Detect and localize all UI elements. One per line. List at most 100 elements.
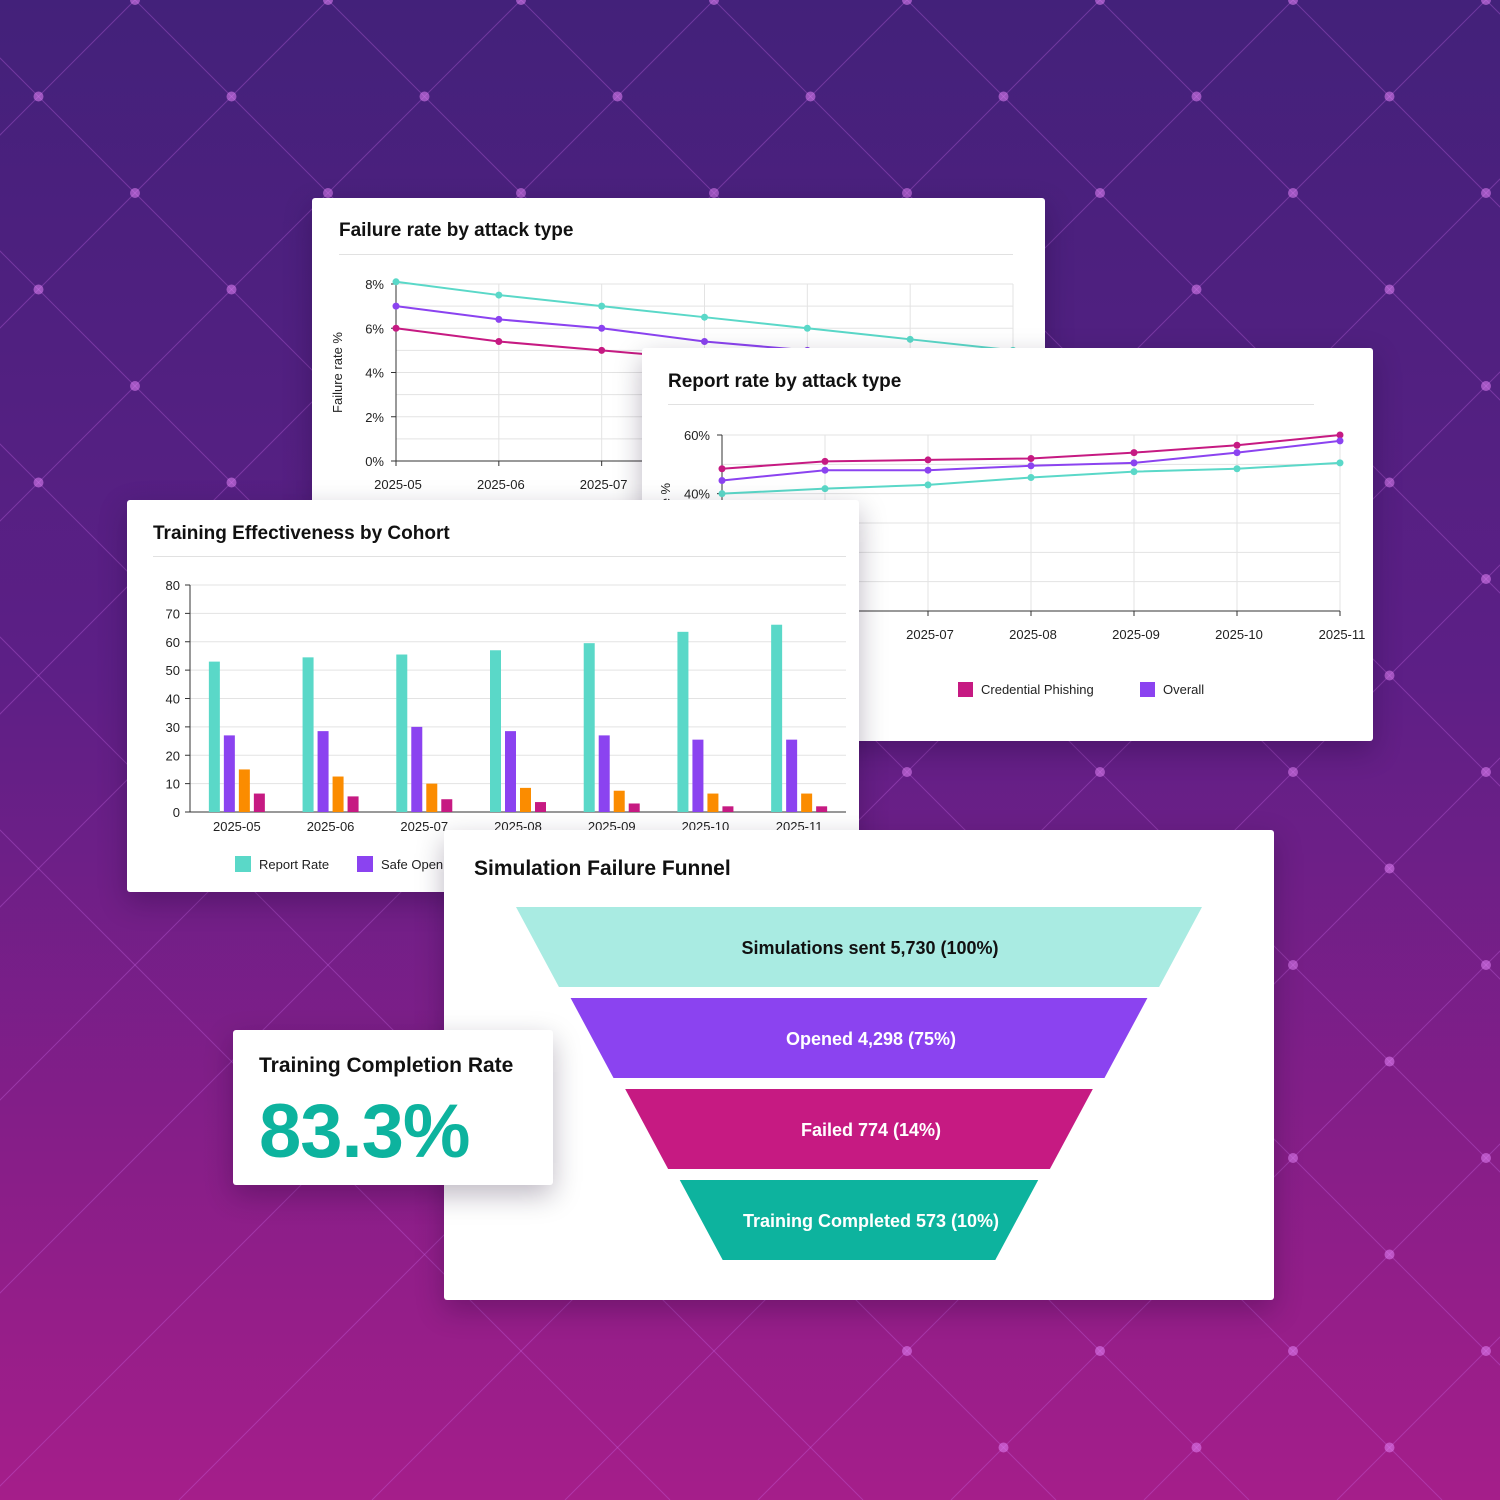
cohort-bar [816,806,828,812]
cohort-bar [347,796,359,812]
report-data-point [1130,468,1138,476]
cohort-bar [722,806,734,812]
report-data-point [924,481,932,489]
report-data-point [924,466,932,474]
report-data-point [821,485,829,493]
pattern-node [1481,188,1491,198]
failure-data-point [906,335,914,343]
report-data-point [821,457,829,465]
report-data-point [1130,449,1138,457]
pattern-node [1288,767,1298,777]
report-y-tick-label: 60% [684,428,710,443]
pattern-node [516,0,526,5]
pattern-node [1481,1153,1491,1163]
report-data-point [1336,437,1344,445]
cohort-bar [505,731,516,812]
report-data-point [1027,462,1035,470]
pattern-node [226,477,237,488]
funnel-stage [516,907,1202,987]
report-legend-swatch [1140,682,1155,697]
cohort-bar [520,787,531,812]
pattern-node [1384,1442,1395,1453]
pattern-node [902,188,912,198]
kpi-card: Training Completion Rate 83.3% [233,1030,553,1185]
cohort-bar [692,739,704,812]
report-chart-title: Report rate by attack type [668,371,902,392]
failure-x-tick-label: 2025-06 [477,477,525,492]
failure-x-tick-label: 2025-05 [374,477,422,492]
funnel-stage [570,998,1148,1078]
pattern-node [1095,767,1105,777]
pattern-node [1288,960,1298,970]
kpi-title: Training Completion Rate [259,1054,514,1077]
pattern-node [1288,188,1298,198]
failure-data-point [598,346,606,354]
report-data-point [1233,441,1241,449]
report-data-point [718,476,726,484]
pattern-node [1481,1346,1491,1356]
report-data-point [1336,431,1344,439]
pattern-node [709,188,719,198]
report-x-tick-label: 2025-11 [1319,627,1366,642]
report-data-point [1027,454,1035,462]
failure-y-tick-label: 2% [365,410,384,425]
pattern-node [130,381,140,391]
failure-data-point [495,291,503,299]
funnel-stage-label: Simulations sent 5,730 (100%) [741,938,998,958]
report-data-point [1233,465,1241,473]
pattern-node [709,0,719,5]
cohort-bar [332,776,344,812]
report-data-point [821,466,829,474]
cohort-y-tick-label: 50 [166,663,180,678]
report-title-divider [668,404,1314,405]
failure-data-point [701,338,708,346]
failure-y-tick-label: 4% [365,366,384,381]
pattern-node [226,91,237,102]
failure-data-point [495,315,503,323]
pattern-node [130,188,140,198]
cohort-bar [396,654,408,812]
pattern-line [0,829,671,1500]
report-x-tick-label: 2025-09 [1112,627,1160,642]
cohort-title-divider [153,556,846,557]
report-y-tick-label: 40% [684,487,710,502]
cohort-bar [208,661,220,812]
pattern-node [1481,381,1491,391]
cohort-legend-label: Report Rate [259,857,329,872]
report-legend-label: Overall [1163,682,1204,697]
failure-data-point [803,324,811,332]
report-data-point [1130,459,1138,467]
training-effectiveness-card: Training Effectiveness by Cohort 0 10 20 30… [127,500,859,892]
cohort-x-tick-label: 2025-05 [213,819,261,834]
funnel-stage [679,1180,1039,1260]
report-x-tick-label: 2025-10 [1215,627,1263,642]
pattern-node [1288,0,1298,5]
pattern-line [1292,0,1500,208]
cohort-bar [583,643,595,812]
pattern-node [516,188,526,198]
cohort-y-tick-label: 20 [166,748,180,763]
pattern-node [902,0,912,5]
pattern-node [323,188,333,198]
pattern-node [1384,1056,1395,1067]
cohort-y-tick-label: 30 [166,720,180,735]
cohort-bar [490,650,501,812]
failure-x-tick-label: 2025-07 [580,477,628,492]
cohort-x-tick-label: 2025-07 [400,819,448,834]
pattern-node [1095,188,1105,198]
cohort-bar [771,624,783,812]
pattern-node [1384,863,1395,874]
funnel-chart: Simulations sent 5,730 (100%) Opened 4,29… [516,907,1202,1260]
pattern-node [1481,960,1491,970]
pattern-node [1288,1153,1298,1163]
pattern-node [1191,1442,1202,1453]
pattern-node [612,91,623,102]
failure-y-tick-label: 0% [365,454,384,469]
cohort-bar [441,799,453,812]
pattern-line [1485,0,1500,15]
pattern-node [1288,1346,1298,1356]
report-data-point [718,465,726,473]
pattern-node [998,91,1009,102]
cohort-bar [598,735,610,812]
